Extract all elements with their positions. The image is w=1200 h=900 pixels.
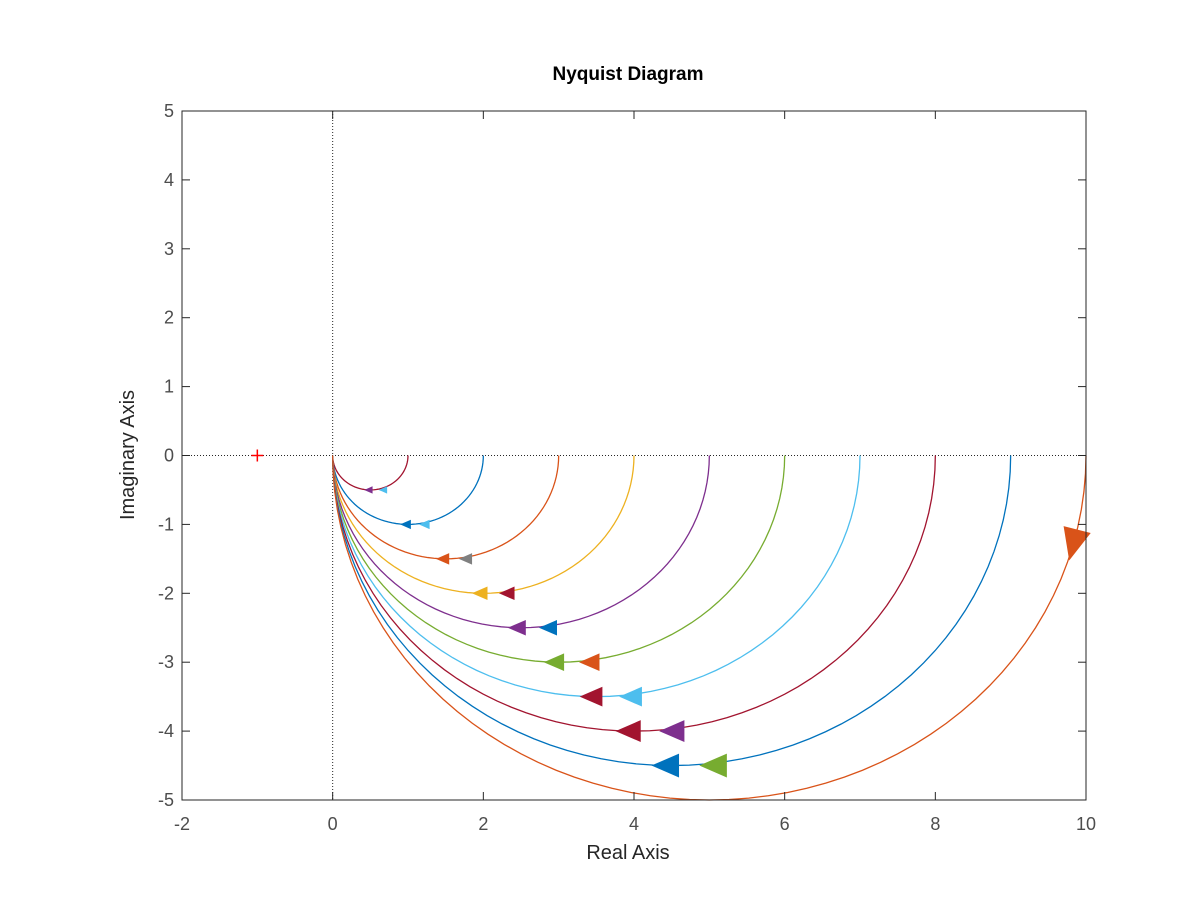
direction-arrows: [364, 486, 1091, 778]
arrow-k7-1: [579, 686, 603, 707]
x-tick-label: 2: [478, 814, 488, 834]
x-tick-labels: -2 0 2 4 6 8 10: [174, 111, 1096, 834]
y-tick-label: 2: [164, 308, 174, 328]
x-tick-label: 8: [930, 814, 940, 834]
y-tick-label: -4: [158, 721, 174, 741]
x-axis-label: Real Axis: [586, 842, 669, 864]
arrow-k7-2: [619, 686, 642, 707]
arrow-k5-1: [507, 619, 526, 636]
arrow-k1-1: [364, 486, 373, 494]
y-tick-label: 5: [164, 101, 174, 121]
y-tick-label: 1: [164, 377, 174, 397]
y-tick-labels: 5 4 3 2 1 0 -1 -2 -3 -4 -5: [158, 101, 1086, 810]
x-tick-label: 4: [629, 814, 639, 834]
y-tick-label: -5: [158, 790, 174, 810]
arrow-k3-2: [458, 553, 473, 565]
markers: [251, 449, 264, 462]
x-tick-label: 10: [1076, 814, 1096, 834]
arrow-k9-1: [651, 753, 680, 778]
arrow-k8-2: [659, 720, 685, 743]
y-tick-label: -3: [158, 652, 174, 672]
y-axis-label: Imaginary Axis: [117, 390, 139, 520]
arrow-k5-2: [539, 619, 557, 636]
y-tick-label: -1: [158, 514, 174, 534]
arrow-k1-2: [378, 486, 388, 494]
arrow-k6-2: [579, 653, 600, 672]
reference-lines: [182, 111, 1086, 800]
arrow-k10: [1063, 526, 1091, 561]
y-tick-label: -2: [158, 583, 174, 603]
arrow-k2-1: [400, 519, 411, 530]
arrow-k4-1: [471, 586, 488, 601]
arrow-k8-1: [615, 720, 641, 743]
x-tick-label: 0: [328, 814, 338, 834]
arrow-k6-1: [543, 653, 565, 672]
y-tick-label: 4: [164, 170, 174, 190]
arrow-k3-1: [435, 553, 450, 565]
x-tick-label: 6: [780, 814, 790, 834]
chart-title: Nyquist Diagram: [553, 64, 704, 85]
arrow-k4-2: [498, 586, 515, 601]
y-tick-label: 0: [164, 446, 174, 466]
x-tick-label: -2: [174, 814, 190, 834]
y-tick-label: 3: [164, 239, 174, 259]
arrow-k9-2: [699, 753, 727, 778]
arrow-k2-2: [418, 519, 430, 530]
